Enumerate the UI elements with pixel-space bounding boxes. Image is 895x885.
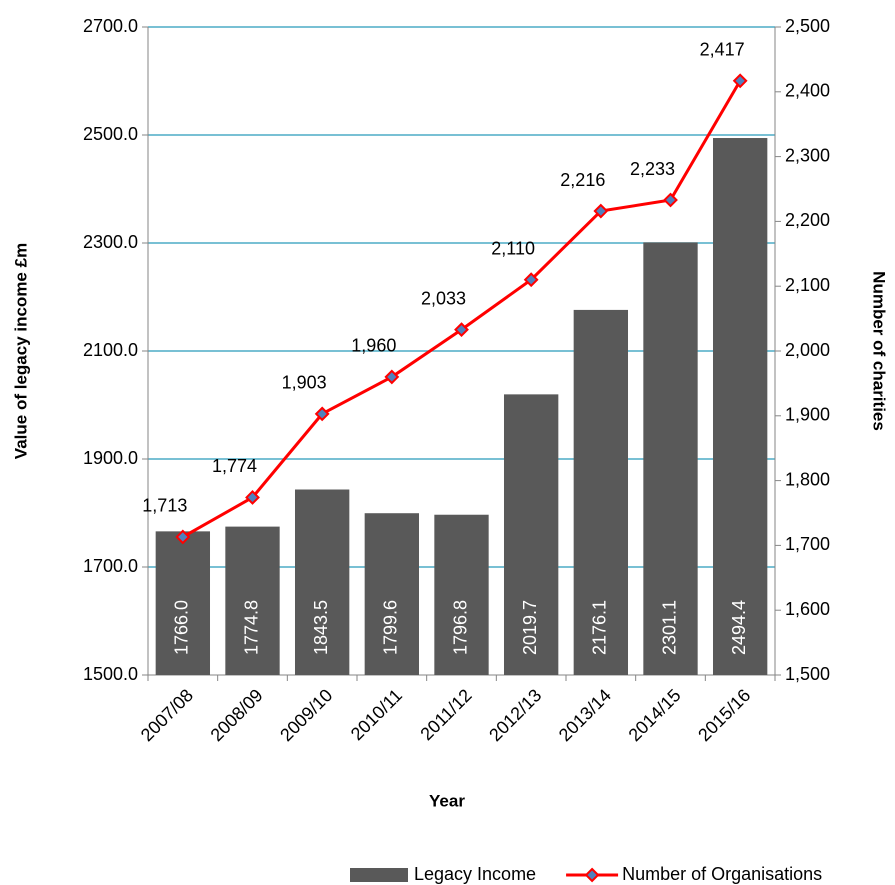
- y-tick-label: 2300.0: [83, 232, 138, 252]
- bar: [225, 526, 280, 675]
- y2-tick-label: 2,100: [785, 275, 830, 295]
- x-tick-label: 2011/12: [416, 685, 475, 744]
- line-marker: [454, 322, 469, 338]
- line-marker: [175, 529, 191, 545]
- bar: [573, 309, 629, 675]
- y2-tick-label: 1,700: [785, 534, 830, 554]
- legend-label: Number of Organisations: [622, 864, 822, 884]
- y-tick-label: 2500.0: [83, 124, 138, 144]
- bar-value-label: 1796.8: [450, 600, 470, 655]
- line-value-label: 1,774: [212, 456, 257, 476]
- y2-tick-label: 2,300: [785, 145, 830, 165]
- y2-tick-label: 2,400: [785, 81, 830, 101]
- bar-value-label: 1774.8: [241, 600, 261, 655]
- line-marker: [663, 192, 678, 208]
- y-tick-label: 2700.0: [83, 16, 138, 36]
- x-tick-label: 2012/13: [485, 685, 545, 745]
- line-marker: [523, 272, 539, 288]
- bar: [712, 138, 768, 676]
- line-marker: [732, 73, 748, 89]
- line-marker: [384, 369, 400, 385]
- y2-tick-label: 2,500: [785, 16, 830, 36]
- x-tick-label: 2014/15: [625, 685, 685, 745]
- x-tick-label: 2008/09: [207, 685, 267, 745]
- y2-tick-label: 2,000: [785, 340, 830, 360]
- line-marker: [314, 406, 330, 422]
- y-tick-label: 1700.0: [83, 556, 138, 576]
- line-value-label: 2,033: [421, 288, 466, 308]
- y2-tick-label: 1,600: [785, 599, 830, 619]
- legend-marker: [584, 867, 600, 883]
- bar-value-label: 1843.5: [311, 600, 331, 655]
- legend-label: Legacy Income: [414, 864, 536, 884]
- bar-value-label: 2176.1: [590, 600, 610, 655]
- y-axis-title: Value of legacy income £m: [11, 243, 30, 459]
- y-tick-label: 1900.0: [83, 448, 138, 468]
- x-tick-label: 2007/08: [137, 685, 197, 745]
- x-tick-label: 2013/14: [555, 685, 615, 745]
- bar-value-label: 2494.4: [729, 600, 749, 655]
- line-value-label: 2,110: [491, 238, 535, 258]
- line-value-label: 1,960: [351, 336, 396, 356]
- x-axis-title: Year: [429, 791, 465, 810]
- line-value-label: 2,233: [630, 159, 675, 179]
- bar: [434, 514, 489, 675]
- line-value-label: 2,216: [560, 170, 605, 190]
- bar: [503, 394, 559, 675]
- x-tick-label: 2010/11: [347, 685, 406, 744]
- bar-value-label: 1799.6: [381, 600, 401, 655]
- x-tick-label: 2009/10: [276, 685, 336, 745]
- y2-tick-label: 1,900: [785, 405, 830, 425]
- y-tick-label: 1500.0: [83, 664, 138, 684]
- bar: [294, 489, 350, 675]
- legend-swatch: [350, 868, 408, 882]
- y2-tick-label: 1,800: [785, 469, 830, 489]
- bar-value-label: 2019.7: [520, 600, 540, 655]
- x-tick-label: 2015/16: [694, 685, 754, 745]
- line-value-label: 1,713: [142, 496, 187, 516]
- line-marker: [245, 490, 260, 505]
- y-tick-label: 2100.0: [83, 340, 138, 360]
- line-value-label: 1,903: [282, 373, 327, 393]
- y2-tick-label: 1,500: [785, 664, 830, 684]
- bar: [364, 513, 420, 675]
- bar-value-label: 1766.0: [172, 600, 192, 655]
- y2-tick-label: 2,200: [785, 210, 830, 230]
- line-marker: [593, 203, 609, 219]
- line-value-label: 2,417: [700, 40, 745, 60]
- bar: [155, 531, 211, 675]
- bar: [643, 242, 698, 675]
- y2-axis-title: Number of charities: [870, 271, 889, 431]
- bar-value-label: 2301.1: [659, 600, 679, 655]
